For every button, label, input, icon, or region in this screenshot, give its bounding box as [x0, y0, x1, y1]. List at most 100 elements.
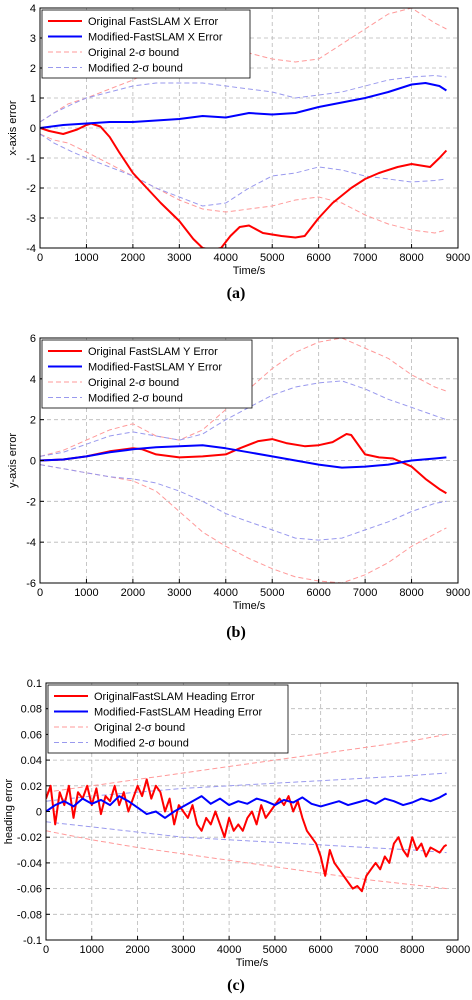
- series-line-4: [40, 380, 447, 457]
- x-tick-label: 1000: [80, 944, 104, 956]
- chart-panel-c: 0 1000 2000 3000 4000 5000 6000 7000 8000 9000 -0.…: [3, 678, 470, 994]
- y-tick-label: -0.04: [17, 858, 42, 870]
- series-line-5: [46, 821, 447, 854]
- y-tick-label: -0.1: [23, 935, 42, 947]
- y-tick-label: -3: [26, 213, 36, 225]
- series-line-0: [40, 122, 448, 248]
- x-tick-label: 2000: [121, 587, 145, 599]
- chart-panel-a: 0 1000 2000 3000 4000 5000 6000 7000 8000 9000 -4 -…: [7, 3, 470, 302]
- y-tick-label: 2: [30, 415, 36, 427]
- y-tick-label: -2: [26, 183, 36, 195]
- legend-box: [41, 9, 251, 79]
- y-tick-label: 3: [30, 33, 36, 45]
- x-tick-label: 9000: [446, 944, 470, 956]
- series-line-4: [40, 75, 447, 123]
- x-tick-label: 4000: [217, 944, 241, 956]
- x-tick-label: 9000: [446, 252, 470, 264]
- y-tick-label: 0.04: [21, 755, 42, 767]
- y-tick-label: 0.02: [21, 781, 42, 793]
- panel-label: (a): [227, 285, 246, 302]
- y-tick-label: 0: [30, 456, 36, 468]
- y-tick-label: -4: [26, 537, 36, 549]
- y-tick-label: 2: [30, 63, 36, 75]
- series-line-0: [46, 778, 448, 893]
- legend-label: Original FastSLAM Y Error: [88, 346, 218, 358]
- y-tick-label: -6: [26, 578, 36, 590]
- y-tick-label: 0: [30, 123, 36, 135]
- y-tick-label: -4: [26, 243, 36, 255]
- x-axis-label: Time/s: [236, 957, 269, 969]
- x-tick-label: 5000: [263, 944, 287, 956]
- legend-label: Modified 2-σ bound: [94, 738, 189, 750]
- panel-label: (c): [227, 977, 245, 994]
- legend-label: Original 2-σ bound: [88, 47, 179, 59]
- series-line-1: [46, 792, 448, 819]
- x-tick-label: 2000: [121, 252, 145, 264]
- legend-label: Modified-FastSLAM Heading Error: [94, 707, 262, 719]
- x-tick-label: 8000: [399, 252, 423, 264]
- legend-label: Modified 2-σ bound: [88, 393, 183, 405]
- x-tick-label: 5000: [260, 252, 284, 264]
- series-line-1: [40, 82, 447, 129]
- series-group: [40, 8, 448, 248]
- series-line-5: [40, 133, 447, 207]
- x-tick-label: 5000: [260, 587, 284, 599]
- legend-label: Modified-FastSLAM Y Error: [88, 362, 222, 374]
- legend-label: Original 2-σ bound: [88, 377, 179, 389]
- x-tick-label: 3000: [167, 252, 191, 264]
- legend-label: Original 2-σ bound: [94, 722, 185, 734]
- y-tick-label: 0.1: [27, 678, 42, 690]
- legend-label: OriginalFastSLAM Heading Error: [94, 691, 255, 703]
- y-axis-label: y-axis error: [7, 433, 19, 488]
- y-axis-label: x-axis error: [7, 100, 19, 155]
- x-tick-label: 1000: [74, 587, 98, 599]
- x-tick-label: 6000: [306, 587, 330, 599]
- x-tick-label: 3000: [167, 587, 191, 599]
- y-tick-label: 4: [30, 3, 36, 15]
- x-tick-label: 0: [43, 944, 49, 956]
- y-tick-label: -0.06: [17, 884, 42, 896]
- x-tick-label: 6000: [306, 252, 330, 264]
- legend: Original FastSLAM Y Error Modified-FastSL…: [41, 339, 253, 409]
- series-line-4: [46, 772, 447, 802]
- y-tick-label: -2: [26, 496, 36, 508]
- y-axis-label: heading error: [3, 778, 15, 844]
- series-line-3: [46, 830, 447, 890]
- x-tick-label: 2000: [125, 944, 149, 956]
- series-line-5: [40, 464, 447, 541]
- series-line-1: [40, 444, 447, 469]
- y-tick-label: 0.06: [21, 729, 42, 741]
- legend: Original FastSLAM X Error Modified-FastSL…: [41, 9, 251, 79]
- x-tick-label: 8000: [400, 944, 424, 956]
- legend-label: Modified-FastSLAM X Error: [88, 32, 223, 44]
- chart-panel-b: 0 1000 2000 3000 4000 5000 6000 7000 8000 9000 -6 -…: [7, 333, 470, 641]
- y-tick-label: 0: [36, 807, 42, 819]
- x-axis-label: Time/s: [233, 265, 266, 277]
- x-tick-label: 4000: [214, 252, 238, 264]
- x-tick-label: 4000: [214, 587, 238, 599]
- series-line-3: [40, 464, 447, 583]
- x-tick-label: 8000: [399, 587, 423, 599]
- y-tick-label: 0.08: [21, 704, 42, 716]
- y-tick-label: -0.02: [17, 832, 42, 844]
- x-tick-label: 3000: [171, 944, 195, 956]
- legend-label: Original FastSLAM X Error: [88, 16, 219, 28]
- y-tick-label: 4: [30, 374, 36, 386]
- x-tick-label: 0: [37, 252, 43, 264]
- x-tick-label: 9000: [446, 587, 470, 599]
- y-tick-label: -1: [26, 153, 36, 165]
- x-tick-label: 7000: [353, 252, 377, 264]
- y-tick-label: 1: [30, 93, 36, 105]
- x-tick-label: 7000: [354, 944, 378, 956]
- x-tick-label: 0: [37, 587, 43, 599]
- panel-label: (b): [226, 624, 246, 641]
- series-line-2: [46, 733, 447, 793]
- legend-label: Modified 2-σ bound: [88, 63, 183, 75]
- x-tick-label: 1000: [74, 252, 98, 264]
- x-tick-label: 6000: [308, 944, 332, 956]
- series-line-3: [40, 133, 447, 234]
- series-group: [46, 733, 448, 893]
- y-tick-label: -0.08: [17, 909, 42, 921]
- x-axis-label: Time/s: [233, 600, 266, 612]
